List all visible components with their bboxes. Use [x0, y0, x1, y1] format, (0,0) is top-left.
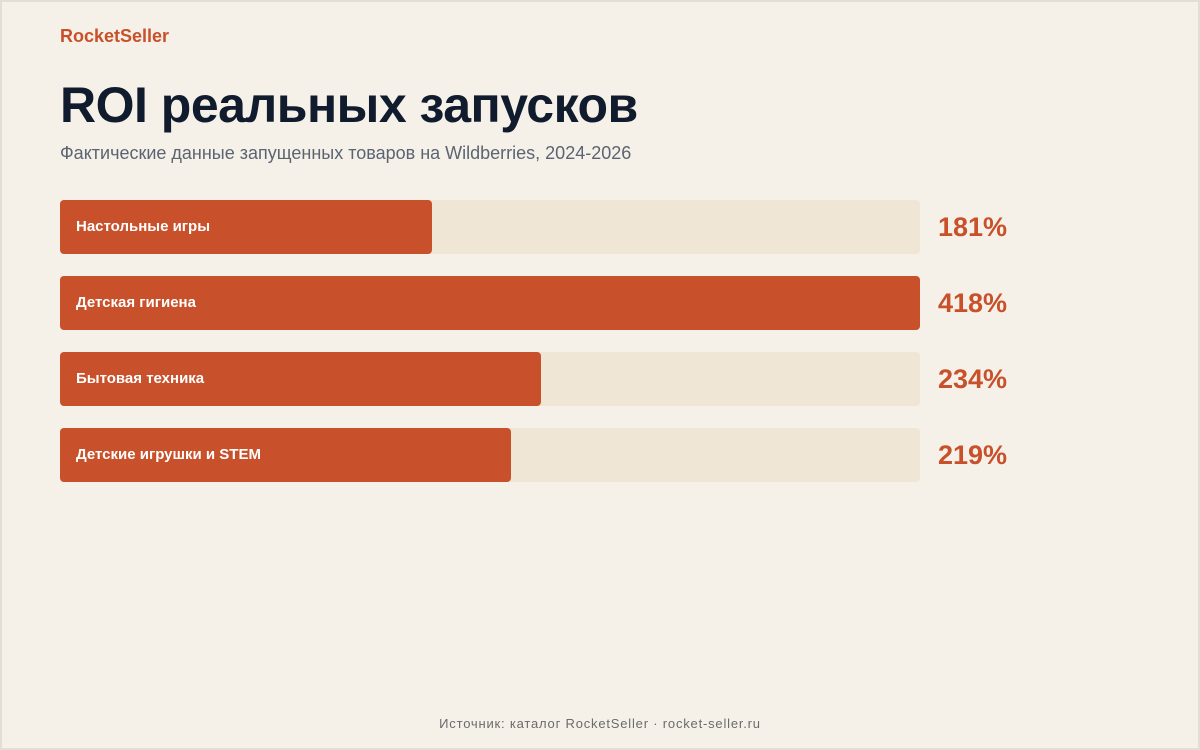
bar-row: Детские игрушки и STEM 219% — [60, 428, 1060, 482]
source-footer: Источник: каталог RocketSeller · rocket-… — [439, 716, 761, 731]
bar-value-label: 418% — [938, 288, 1008, 318]
bar: Настольные игры — [60, 200, 432, 254]
bar-chart: Настольные игры 181% Детская гигиена 418% Бы… — [60, 200, 1060, 500]
bar: Детская гигиена — [60, 276, 920, 330]
bar-value-label: 234% — [938, 364, 1008, 394]
chart-title: ROI реальных запусков — [60, 77, 638, 133]
bar: Бытовая техника — [60, 352, 541, 406]
bar-value-label: 219% — [938, 440, 1008, 470]
bar-row: Настольные игры 181% — [60, 200, 1060, 254]
brand-logo: RocketSeller — [60, 26, 170, 46]
bar-category-label: Детская гигиена — [76, 294, 196, 311]
bar: Детские игрушки и STEM — [60, 428, 511, 482]
bar-row: Бытовая техника 234% — [60, 352, 1060, 406]
bar-category-label: Настольные игры — [76, 218, 211, 235]
bar-row: Детская гигиена 418% — [60, 276, 1060, 330]
bar-category-label: Бытовая техника — [76, 370, 205, 387]
bar-category-label: Детские игрушки и STEM — [76, 446, 261, 463]
chart-subtitle: Фактические данные запущенных товаров на… — [60, 143, 632, 163]
bar-value-label: 181% — [938, 212, 1008, 242]
